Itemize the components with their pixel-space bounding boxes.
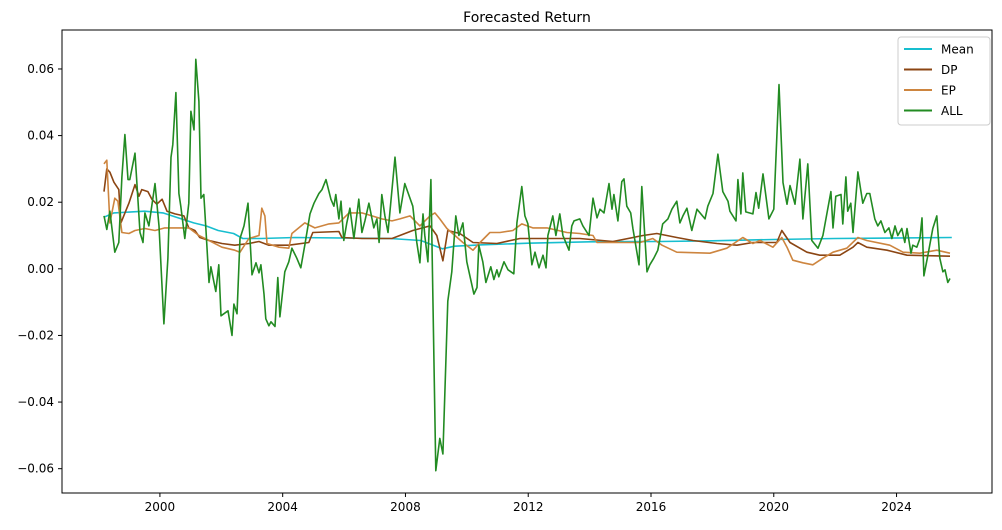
series-layer [103, 58, 952, 472]
x-tick-label: 2012 [513, 500, 544, 514]
x-tick-label: 2016 [636, 500, 667, 514]
legend-label: DP [941, 63, 957, 77]
legend-label: Mean [941, 43, 974, 57]
series-line-ep [103, 159, 951, 266]
y-tick-label: 0.06 [27, 62, 54, 76]
x-tick-label: 2000 [145, 500, 176, 514]
x-axis: 2000 2004 2008 2012 2016 2020 2024 [145, 493, 912, 514]
x-tick-label: 2004 [267, 500, 298, 514]
chart-title: Forecasted Return [463, 10, 591, 26]
x-tick-label: 2024 [881, 500, 912, 514]
y-tick-label: −0.04 [17, 395, 54, 409]
y-tick-label: 0.00 [27, 262, 54, 276]
y-axis: 0.06 0.04 0.02 0.00 −0.02 −0.04 −0.06 [17, 62, 62, 476]
y-tick-label: −0.06 [17, 462, 54, 476]
y-tick-label: 0.02 [27, 195, 54, 209]
x-tick-label: 2020 [758, 500, 789, 514]
series-line-all [103, 58, 951, 472]
legend: Mean DP EP ALL [897, 36, 991, 126]
legend-label: ALL [941, 104, 963, 118]
y-tick-label: 0.04 [27, 129, 54, 143]
x-tick-label: 2008 [390, 500, 421, 514]
legend-box [897, 36, 991, 126]
plot-frame [61, 29, 993, 494]
y-tick-label: −0.02 [17, 328, 54, 342]
series-line-dp [103, 168, 951, 262]
legend-label: EP [941, 84, 956, 98]
